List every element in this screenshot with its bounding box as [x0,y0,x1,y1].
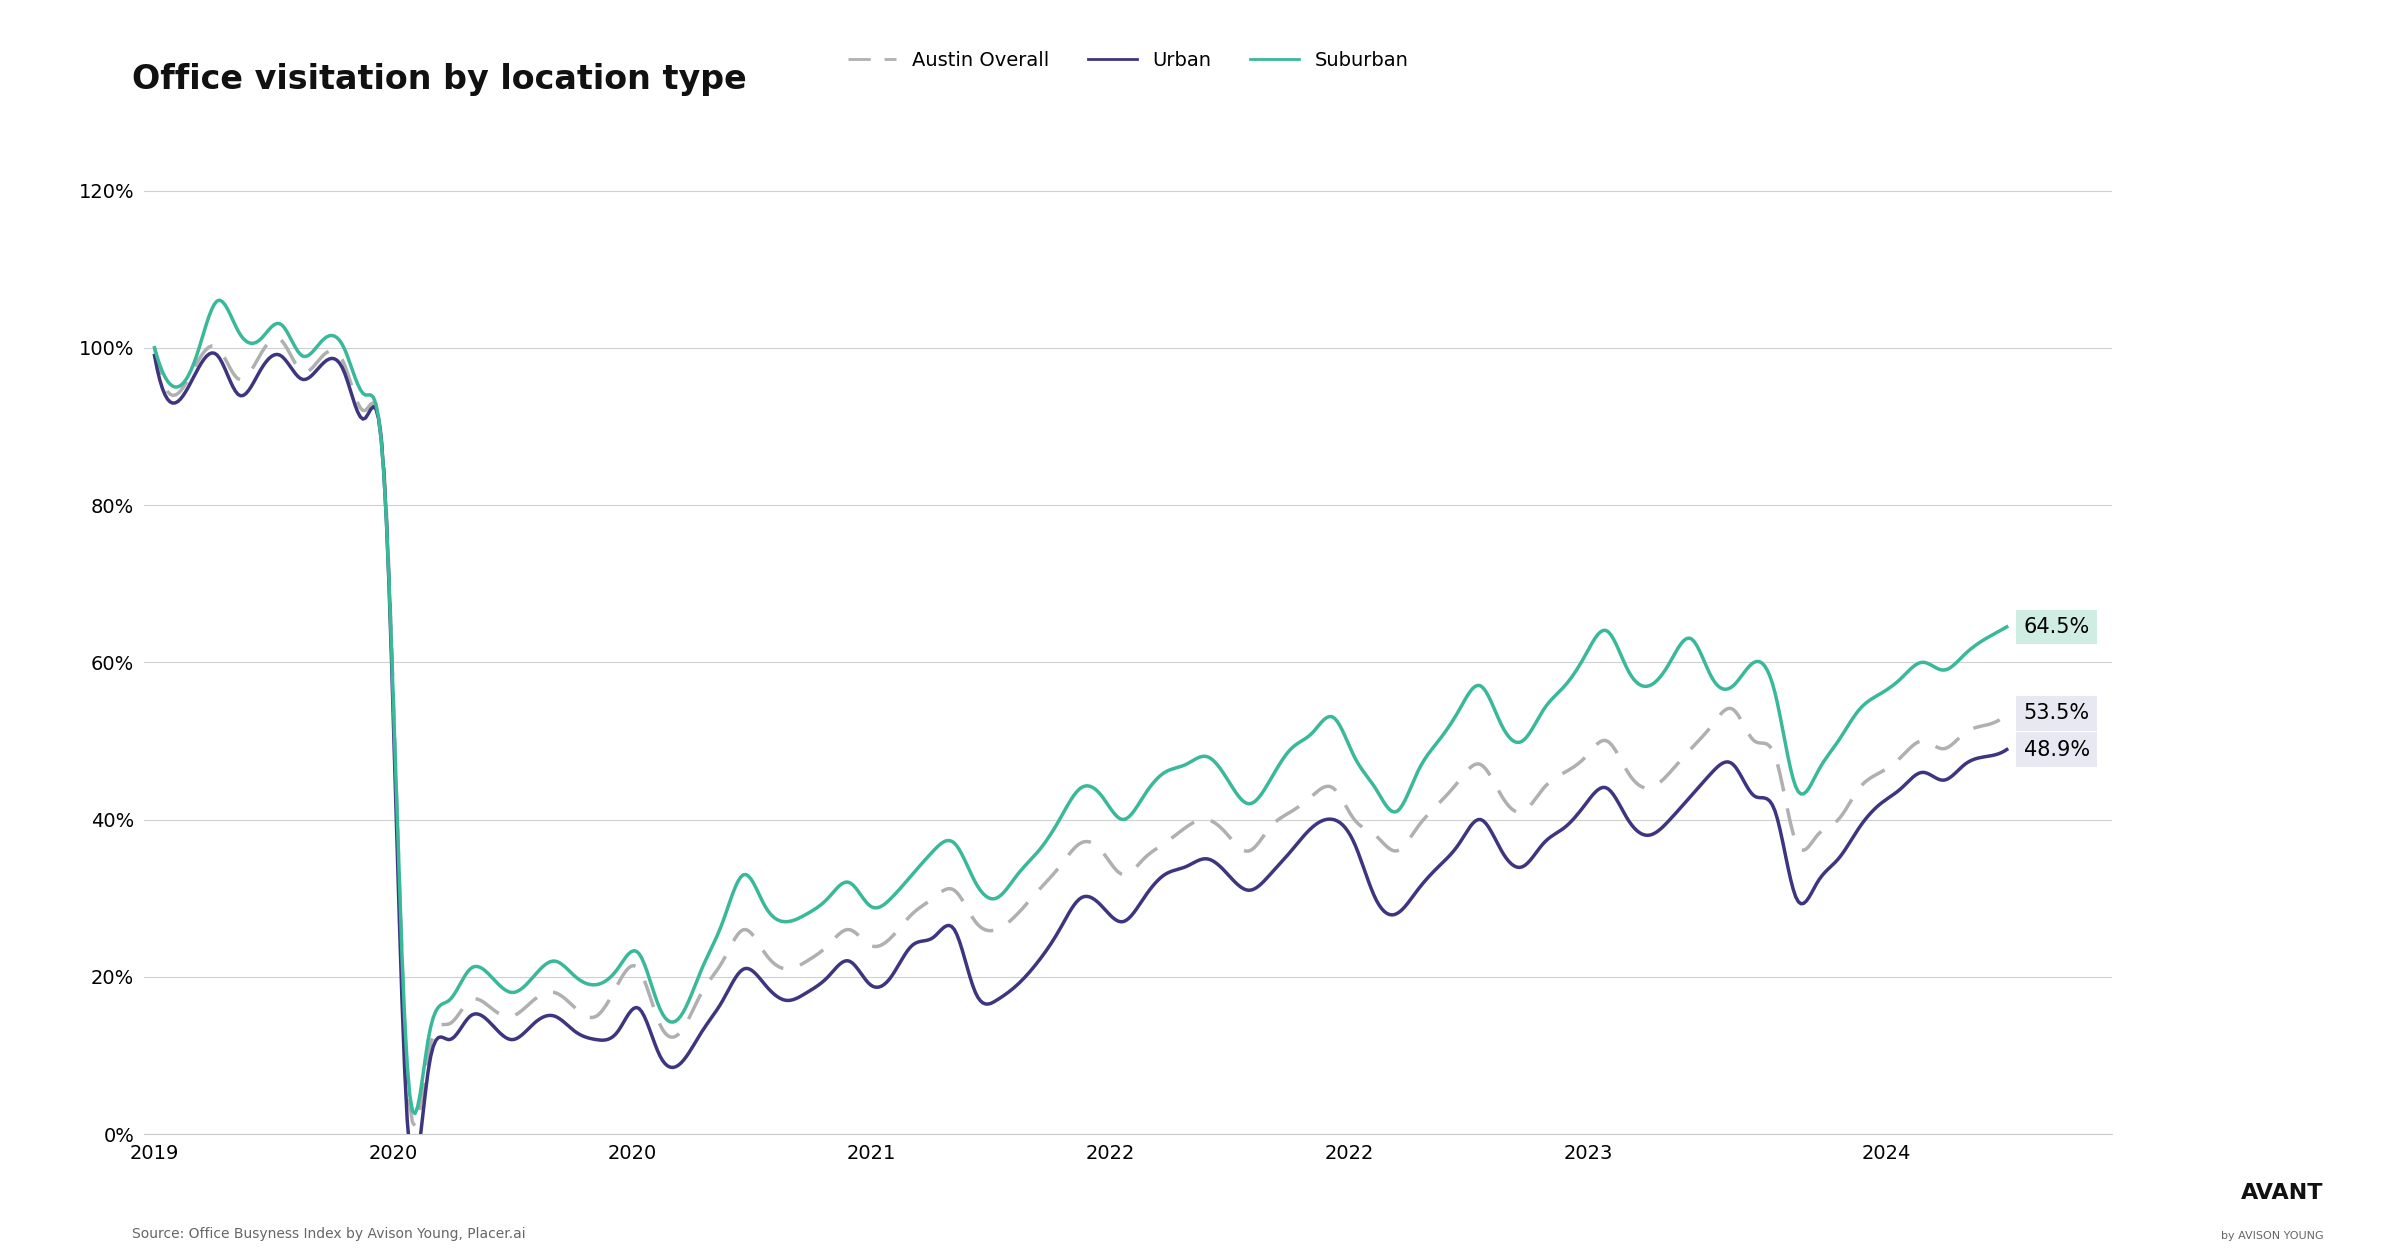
Text: AVANT: AVANT [2242,1183,2323,1203]
Legend: Austin Overall, Urban, Suburban: Austin Overall, Urban, Suburban [840,43,1416,78]
Text: Office visitation by location type: Office visitation by location type [132,63,746,96]
Text: 64.5%: 64.5% [2023,617,2090,636]
Text: 53.5%: 53.5% [2023,703,2090,723]
Text: 48.9%: 48.9% [2023,740,2090,760]
Text: by AVISON YOUNG: by AVISON YOUNG [2220,1231,2323,1241]
Text: Source: Office Busyness Index by Avison Young, Placer.ai: Source: Office Busyness Index by Avison … [132,1227,526,1241]
